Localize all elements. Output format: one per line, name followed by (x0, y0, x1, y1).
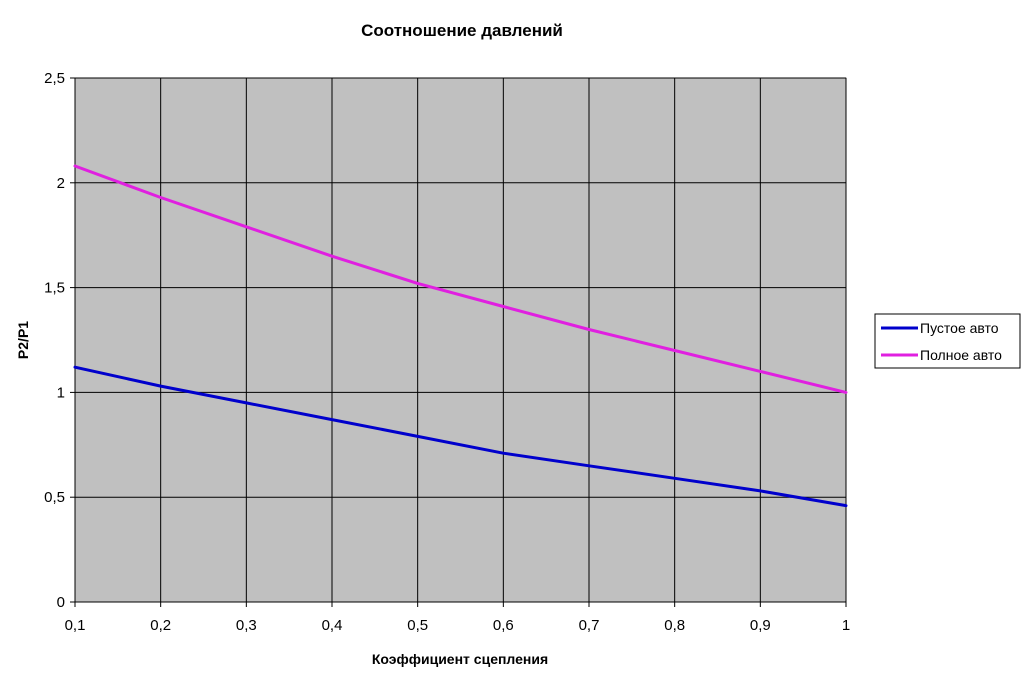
y-tick-label: 0,5 (44, 489, 65, 506)
x-tick-label: 0,2 (150, 617, 171, 634)
x-tick-label: 0,9 (750, 617, 771, 634)
legend: Пустое авто Полное авто (874, 313, 1021, 369)
series-line-1 (73, 365, 848, 508)
y-tick-labels: 0 0,5 1 1,5 2 2,5 (44, 70, 65, 611)
x-tick-label: 0,4 (322, 617, 343, 634)
x-tick-label: 0,6 (493, 617, 514, 634)
x-tick-label: 0,3 (236, 617, 257, 634)
x-tick-label: 1 (842, 617, 850, 634)
legend-label-2: Полное авто (920, 347, 1002, 363)
x-axis-title: Коэффициент сцепления (372, 651, 548, 667)
legend-label-1: Пустое авто (920, 320, 999, 336)
y-tick-label: 1 (57, 384, 65, 401)
series-lines (73, 164, 848, 508)
x-tick-labels: 0,1 0,2 0,3 0,4 0,5 0,6 0,7 0,8 0,9 1 (65, 617, 851, 634)
legend-box (874, 313, 1021, 369)
y-tick-label: 2,5 (44, 70, 65, 87)
y-axis-title: P2/P1 (15, 321, 31, 359)
plot-area (74, 77, 847, 603)
y-tick-label: 1,5 (44, 280, 65, 297)
x-tick-label: 0,5 (407, 617, 428, 634)
x-tick-label: 0,8 (664, 617, 685, 634)
series-line-2 (73, 164, 848, 394)
x-tick-label: 0,1 (65, 617, 86, 634)
x-tick-label: 0,7 (579, 617, 600, 634)
y-tick-label: 0 (57, 594, 65, 611)
y-tick-label: 2 (57, 175, 65, 192)
chart-title: Соотношение давлений (361, 21, 563, 40)
